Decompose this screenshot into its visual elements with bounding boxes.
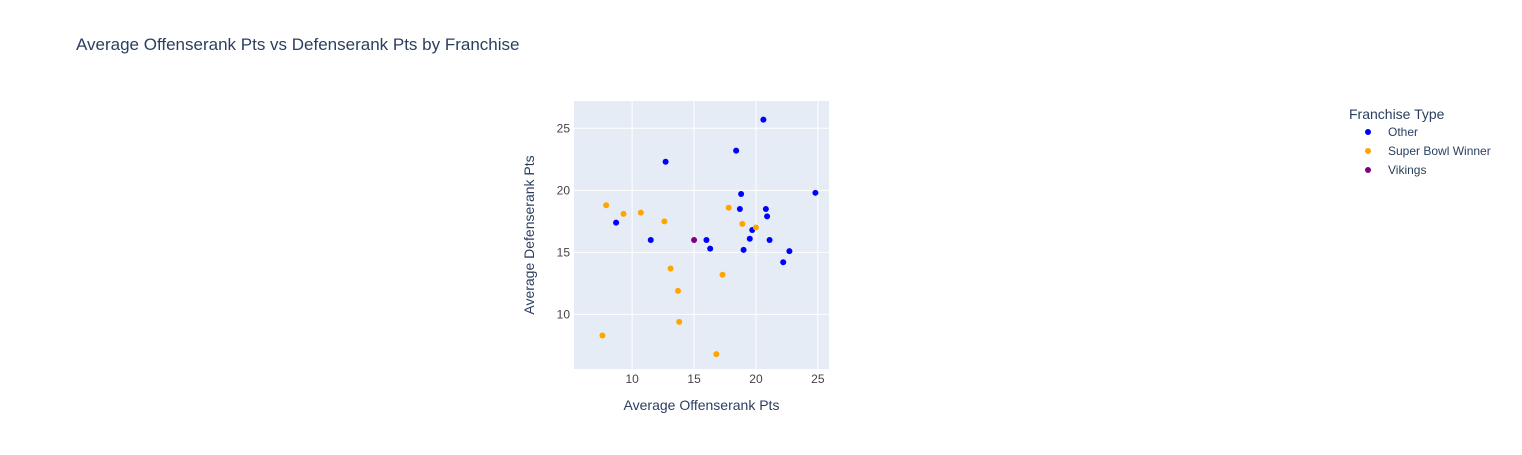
data-points bbox=[599, 116, 819, 358]
data-point-super-bowl-winner[interactable] bbox=[667, 265, 674, 272]
data-point-super-bowl-winner[interactable] bbox=[752, 224, 759, 231]
data-point-other[interactable] bbox=[662, 158, 669, 165]
data-point-other[interactable] bbox=[786, 248, 793, 255]
data-point-other[interactable] bbox=[647, 236, 654, 243]
x-tick-label: 15 bbox=[687, 372, 701, 386]
data-point-other[interactable] bbox=[703, 236, 710, 243]
data-point-other[interactable] bbox=[613, 219, 620, 226]
data-point-other[interactable] bbox=[733, 147, 740, 154]
y-axis-label: Average Defenserank Pts bbox=[521, 155, 537, 314]
data-point-super-bowl-winner[interactable] bbox=[739, 220, 746, 227]
data-point-super-bowl-winner[interactable] bbox=[719, 271, 726, 278]
legend-label-other[interactable]: Other bbox=[1388, 125, 1418, 139]
data-point-super-bowl-winner[interactable] bbox=[661, 218, 668, 225]
legend-marker-super-bowl-winner[interactable] bbox=[1365, 148, 1371, 154]
data-point-vikings[interactable] bbox=[691, 236, 698, 243]
y-tick-label: 25 bbox=[557, 121, 571, 135]
data-point-other[interactable] bbox=[812, 189, 819, 196]
legend-title: Franchise Type bbox=[1349, 106, 1445, 122]
data-point-other[interactable] bbox=[738, 191, 745, 198]
data-point-super-bowl-winner[interactable] bbox=[676, 318, 683, 325]
legend-label-super-bowl-winner[interactable]: Super Bowl Winner bbox=[1388, 144, 1491, 158]
plot-area bbox=[574, 101, 829, 369]
data-point-other[interactable] bbox=[746, 235, 753, 242]
legend-items: Other Super Bowl Winner Vikings bbox=[1365, 125, 1491, 177]
legend-label-vikings[interactable]: Vikings bbox=[1388, 163, 1426, 177]
data-point-other[interactable] bbox=[764, 213, 771, 220]
x-tick-label: 20 bbox=[749, 372, 763, 386]
data-point-other[interactable] bbox=[762, 205, 769, 212]
data-point-super-bowl-winner[interactable] bbox=[713, 351, 720, 358]
y-tick-label: 10 bbox=[557, 307, 571, 321]
data-point-super-bowl-winner[interactable] bbox=[725, 204, 732, 211]
data-point-other[interactable] bbox=[760, 116, 767, 123]
data-point-super-bowl-winner[interactable] bbox=[620, 210, 627, 217]
data-point-super-bowl-winner[interactable] bbox=[603, 202, 610, 209]
y-tick-label: 20 bbox=[557, 183, 571, 197]
legend-marker-vikings[interactable] bbox=[1365, 167, 1371, 173]
legend[interactable]: Franchise Type Other Super Bowl Winner Vik… bbox=[1349, 106, 1491, 177]
grid-lines bbox=[574, 101, 829, 369]
data-point-super-bowl-winner[interactable] bbox=[637, 209, 644, 216]
data-point-super-bowl-winner[interactable] bbox=[674, 287, 681, 294]
x-tick-label: 25 bbox=[811, 372, 825, 386]
legend-marker-other[interactable] bbox=[1365, 129, 1371, 135]
x-axis-ticks: 10 15 20 25 bbox=[625, 372, 824, 386]
y-axis-ticks: 10 15 20 25 bbox=[557, 121, 571, 321]
x-axis-label: Average Offenserank Pts bbox=[624, 397, 780, 413]
data-point-other[interactable] bbox=[780, 259, 787, 266]
data-point-other[interactable] bbox=[736, 205, 743, 212]
data-point-super-bowl-winner[interactable] bbox=[599, 332, 606, 339]
data-point-other[interactable] bbox=[707, 245, 714, 252]
chart-title: Average Offenserank Pts vs Defenserank P… bbox=[76, 35, 519, 54]
data-point-other[interactable] bbox=[740, 246, 747, 253]
y-tick-label: 15 bbox=[557, 245, 571, 259]
data-point-other[interactable] bbox=[766, 236, 773, 243]
x-tick-label: 10 bbox=[625, 372, 639, 386]
